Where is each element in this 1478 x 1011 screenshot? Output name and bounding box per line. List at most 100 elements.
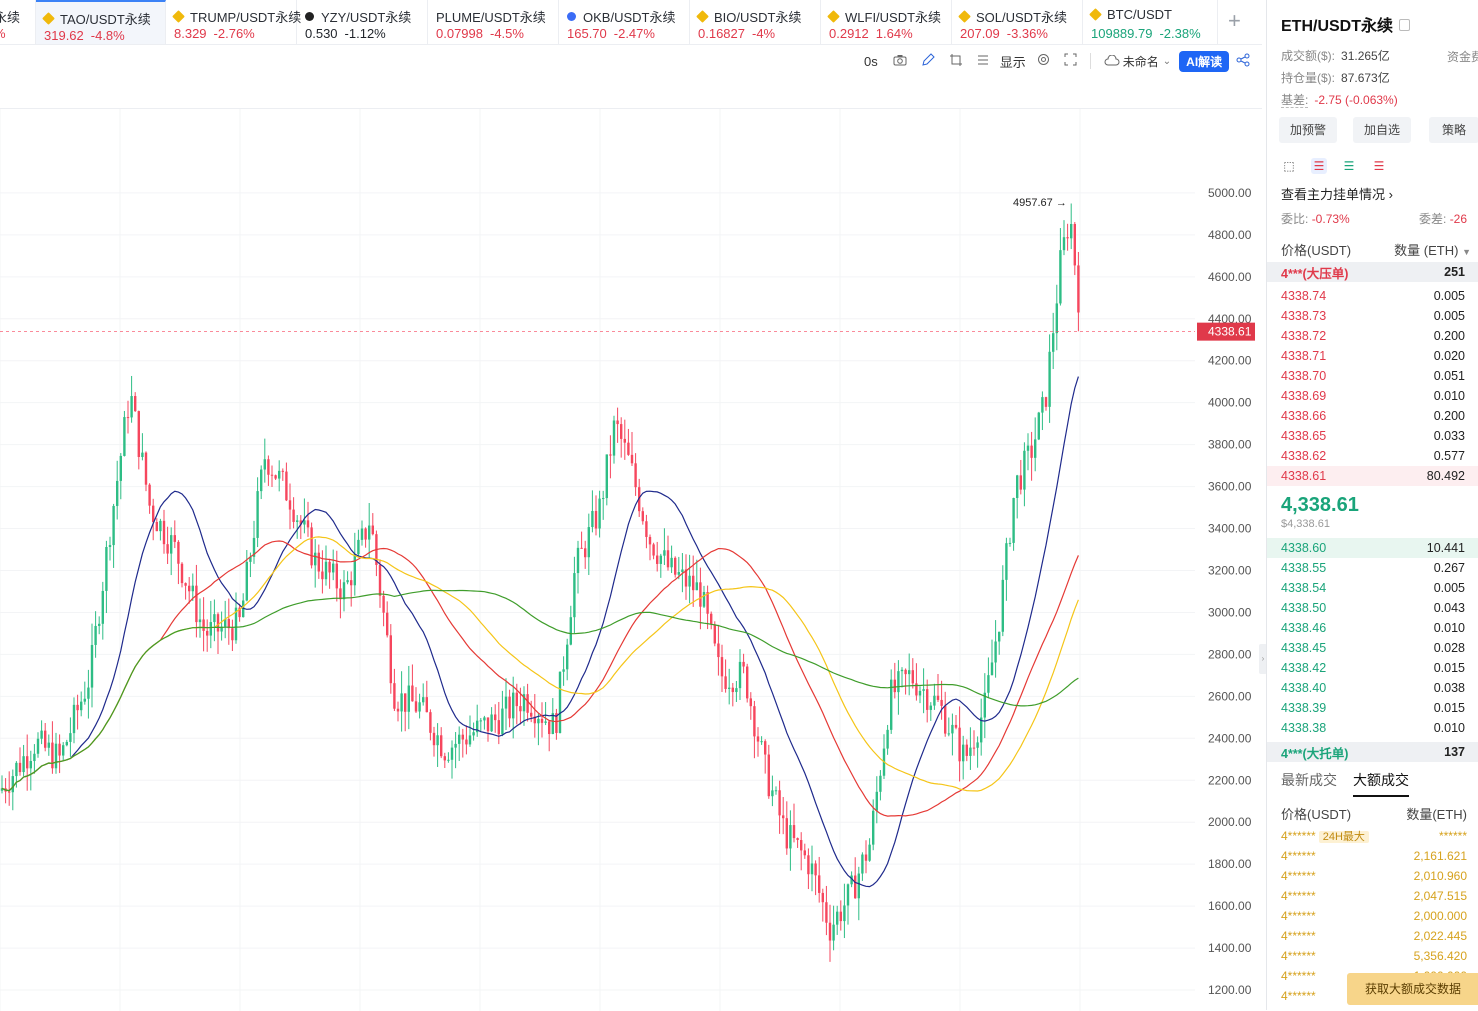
- y-tick-label: 2000.00: [1208, 815, 1252, 829]
- settings-icon[interactable]: [1037, 53, 1050, 69]
- tab-change: -4.8%: [90, 28, 125, 43]
- symbol-tab[interactable]: SOL/USDT永续 207.09 -3.36%: [952, 0, 1083, 44]
- candle-body: [134, 396, 137, 412]
- ask-row[interactable]: 4338.70 0.051: [1267, 366, 1478, 386]
- ask-row[interactable]: 4338.61 80.492: [1267, 466, 1478, 486]
- chart-canvas[interactable]: 5000.00 4800.00 4600.00 4400.00 4200.00 4000.…: [0, 109, 1262, 1011]
- bid-row[interactable]: 4338.60 10.441: [1267, 538, 1478, 558]
- ask-row[interactable]: 4338.72 0.200: [1267, 326, 1478, 346]
- pencil-icon[interactable]: [921, 52, 935, 70]
- trade-price-cell: 4******: [1281, 909, 1316, 923]
- big-bid-row[interactable]: 4***(大托单) 137: [1267, 742, 1478, 762]
- bid-row[interactable]: 4338.39 0.015: [1267, 698, 1478, 718]
- funding-label[interactable]: 资金费: [1447, 50, 1478, 64]
- bid-row[interactable]: 4338.54 0.005: [1267, 578, 1478, 598]
- ask-row[interactable]: 4338.74 0.005: [1267, 286, 1478, 306]
- ask-row[interactable]: 4338.73 0.005: [1267, 306, 1478, 326]
- candle-body: [681, 569, 684, 573]
- crop-icon[interactable]: [949, 53, 963, 70]
- bid-row[interactable]: 4338.55 0.267: [1267, 558, 1478, 578]
- add-alert-button[interactable]: 加预警: [1279, 117, 1337, 143]
- add-tab-icon[interactable]: +: [1228, 8, 1241, 33]
- candle-body: [148, 484, 151, 506]
- ask-row[interactable]: 4338.62 0.577: [1267, 446, 1478, 466]
- candle-body: [702, 592, 706, 607]
- bid-qty: 10.441: [1426, 541, 1465, 555]
- chevron-down-icon[interactable]: ⌄: [1162, 55, 1172, 67]
- bid-row[interactable]: 4338.45 0.028: [1267, 638, 1478, 658]
- price-column-header: 价格(USDT): [1281, 243, 1352, 258]
- candle-body: [652, 544, 655, 556]
- share-icon[interactable]: [1236, 53, 1250, 70]
- tab-price: 165.70: [567, 26, 607, 41]
- symbol-tab[interactable]: YZY/USDT永续 0.530 -1.12%: [297, 0, 428, 44]
- candle-body: [893, 679, 896, 693]
- get-large-trades-button[interactable]: 获取大额成交数据: [1347, 973, 1478, 1005]
- interval-label[interactable]: 0s: [864, 53, 878, 69]
- ask-row[interactable]: 4338.66 0.200: [1267, 406, 1478, 426]
- symbol-tab[interactable]: PLUME/USDT永续 0.07998 -4.5%: [428, 0, 559, 44]
- strategy-button[interactable]: 策略: [1429, 117, 1478, 143]
- bid-row[interactable]: 4338.50 0.043: [1267, 598, 1478, 618]
- bids-only-view-icon[interactable]: ☰: [1343, 159, 1355, 173]
- ask-row[interactable]: 4338.65 0.033: [1267, 426, 1478, 446]
- menu-icon[interactable]: [977, 54, 989, 69]
- symbol-tab[interactable]: TRUMP/USDT永续 8.329 -2.76%: [166, 0, 301, 44]
- tab-change: -3.36%: [1006, 26, 1048, 41]
- candle-body: [879, 775, 882, 792]
- y-tick-label: 4200.00: [1208, 354, 1252, 368]
- candle-body: [94, 625, 97, 645]
- display-label[interactable]: 显示: [999, 54, 1026, 70]
- ask-price: 4338.70: [1281, 369, 1327, 383]
- bid-row[interactable]: 4338.40 0.038: [1267, 678, 1478, 698]
- collapse-panel-handle[interactable]: ›: [1259, 644, 1267, 674]
- fullscreen-icon[interactable]: [1064, 53, 1077, 69]
- ai-analysis-button[interactable]: AI解读: [1179, 50, 1230, 72]
- candle-body: [792, 825, 796, 839]
- candlestick-chart[interactable]: 5000.00 4800.00 4600.00 4400.00 4200.00 4000.…: [0, 108, 1262, 1011]
- qty-column-label: 数量 (ETH): [1394, 243, 1459, 258]
- order-ratio: 委比: -0.73%: [1281, 210, 1350, 227]
- candle-body: [645, 521, 648, 537]
- expand-icon[interactable]: ⬚: [1283, 159, 1295, 173]
- symbol-label: TAO/USDT永续: [60, 12, 151, 27]
- both-sides-view-icon[interactable]: ☰: [1311, 158, 1327, 174]
- layout-name[interactable]: 未命名: [1122, 54, 1159, 69]
- candle-body: [627, 442, 630, 455]
- candle-body: [749, 698, 752, 707]
- symbol-label: SOL/USDT永续: [976, 10, 1068, 25]
- candle-body: [332, 563, 335, 573]
- candle-body: [634, 463, 637, 488]
- symbol-tab[interactable]: WLFI/USDT永续 0.2912 1.64%: [821, 0, 952, 44]
- tab-large-trades[interactable]: 大额成交: [1353, 770, 1409, 797]
- bid-row[interactable]: 4338.38 0.010: [1267, 718, 1478, 738]
- bid-row[interactable]: 4338.46 0.010: [1267, 618, 1478, 638]
- cloud-icon[interactable]: [1104, 54, 1120, 69]
- bid-row[interactable]: 4338.42 0.015: [1267, 658, 1478, 678]
- symbol-tab[interactable]: OKB/USDT永续 165.70 -2.47%: [559, 0, 690, 44]
- add-watchlist-button[interactable]: 加自选: [1353, 117, 1411, 143]
- copy-icon[interactable]: [1399, 19, 1411, 31]
- asks-only-view-icon[interactable]: ☰: [1373, 159, 1385, 173]
- big-ask-row[interactable]: 4***(大压单) 251: [1267, 262, 1478, 282]
- trade-price: 4******: [1281, 909, 1316, 923]
- y-tick-label: 1400.00: [1208, 941, 1252, 955]
- bid-qty: 0.043: [1433, 601, 1465, 615]
- symbol-tab[interactable]: BIO/USDT永续 0.16827 -4%: [690, 0, 821, 44]
- symbol-tab-price: 8.329 -2.76%: [174, 26, 255, 41]
- symbol-tab[interactable]: 永续%: [0, 0, 36, 44]
- y-tick-label: 2800.00: [1208, 647, 1252, 661]
- ask-row[interactable]: 4338.69 0.010: [1267, 386, 1478, 406]
- symbol-tab[interactable]: BTC/USDT 109889.79 -2.38%: [1083, 0, 1218, 44]
- symbol-tab[interactable]: TAO/USDT永续 319.62 -4.8%: [36, 0, 166, 44]
- qty-column-header[interactable]: 数量 (ETH) ▼: [1394, 240, 1471, 259]
- candle-body: [555, 713, 558, 733]
- camera-icon[interactable]: [893, 54, 907, 69]
- candle-body: [504, 696, 508, 709]
- candle-body: [310, 527, 313, 566]
- main-orders-link[interactable]: 查看主力挂单情况 ›: [1281, 184, 1393, 203]
- tab-latest-trades[interactable]: 最新成交: [1281, 772, 1337, 788]
- candle-body: [533, 716, 536, 724]
- y-tick-label: 3800.00: [1208, 438, 1252, 452]
- ask-row[interactable]: 4338.71 0.020: [1267, 346, 1478, 366]
